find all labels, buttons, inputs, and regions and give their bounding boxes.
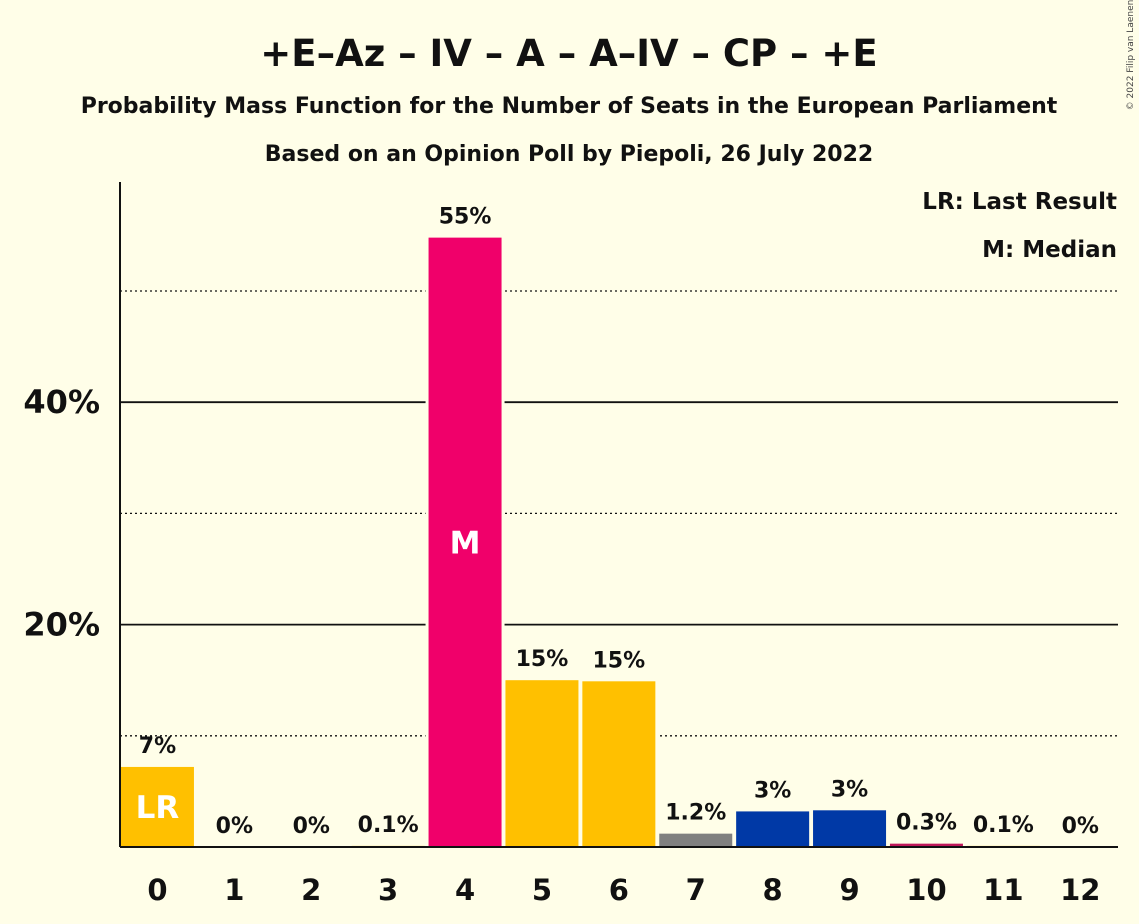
data-label-seat-4: 55% — [439, 205, 492, 230]
x-tick-label: 5 — [532, 873, 552, 907]
bar-seat-4 — [428, 237, 502, 847]
data-label-seat-8: 3% — [754, 778, 791, 803]
bar-seat-0 — [120, 766, 194, 847]
bar-seat-5 — [505, 680, 579, 847]
data-label-seat-12: 0% — [1062, 814, 1099, 839]
bar-seat-10 — [889, 843, 963, 847]
chart-title: +E–Az – IV – A – A–IV – CP – +E — [260, 32, 877, 75]
data-labels: 7% LR 0% 0% 0.1% 55% M 15% 15% 1.2% 3% 3% 0.3% 0.1% 0% — [136, 205, 1099, 839]
x-tick-label: 9 — [839, 873, 859, 907]
bars — [117, 234, 1043, 847]
legend-last-result: LR: Last Result — [922, 189, 1117, 215]
data-label-seat-2: 0% — [293, 814, 330, 839]
bar-halo — [963, 842, 1043, 847]
x-tick-label: 6 — [609, 873, 629, 907]
y-axis: 20% 40% — [23, 182, 1118, 848]
y-tick-label: 20% — [23, 606, 100, 644]
x-axis: 0 1 2 3 4 5 6 7 8 9 10 11 12 — [147, 873, 1100, 907]
x-tick-label: 4 — [455, 873, 475, 907]
median-marker: M — [450, 525, 481, 561]
data-label-seat-3: 0.1% — [358, 813, 419, 838]
bar-halo — [348, 842, 428, 847]
bar-seat-9 — [813, 810, 887, 847]
x-tick-label: 0 — [147, 873, 167, 907]
bar-seat-7 — [659, 833, 733, 847]
x-tick-label: 1 — [224, 873, 244, 907]
data-label-seat-1: 0% — [216, 814, 253, 839]
data-label-seat-10: 0.3% — [896, 811, 957, 836]
last-result-marker: LR — [136, 790, 180, 826]
x-tick-label: 2 — [301, 873, 321, 907]
data-label-seat-6: 15% — [593, 648, 646, 673]
x-tick-label: 8 — [763, 873, 783, 907]
bar-seat-6 — [582, 681, 656, 847]
x-tick-label: 3 — [378, 873, 398, 907]
data-label-seat-0: 7% — [139, 734, 176, 759]
x-tick-label: 12 — [1060, 873, 1100, 907]
data-label-seat-11: 0.1% — [973, 813, 1034, 838]
data-label-seat-9: 3% — [831, 777, 868, 802]
data-label-seat-7: 1.2% — [665, 801, 726, 826]
data-label-seat-5: 15% — [516, 647, 569, 672]
gridlines — [120, 290, 1118, 737]
x-tick-label: 7 — [686, 873, 706, 907]
copyright-notice: © 2022 Filip van Laenen — [1126, 0, 1136, 110]
legend-median: M: Median — [982, 237, 1117, 263]
chart-subtitle: Probability Mass Function for the Number… — [81, 94, 1058, 119]
x-tick-label: 11 — [983, 873, 1023, 907]
x-tick-label: 10 — [906, 873, 946, 907]
y-tick-label: 40% — [23, 383, 100, 421]
chart-subtitle-source: Based on an Opinion Poll by Piepoli, 26 … — [265, 142, 873, 167]
bar-seat-8 — [736, 811, 810, 847]
